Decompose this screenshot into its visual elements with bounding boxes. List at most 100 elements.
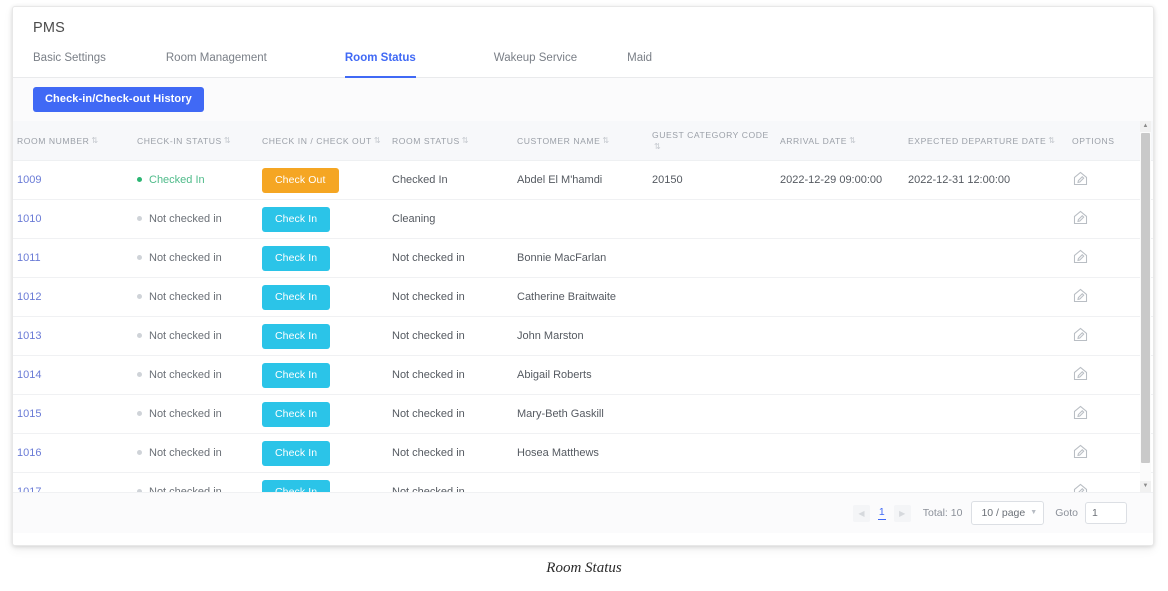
table-row: 1015 Not checked in Check In Not checked in… xyxy=(13,394,1153,434)
tab-label: Maid xyxy=(627,52,653,64)
sort-toggle-icon[interactable]: ⇅ xyxy=(223,136,232,146)
scroll-up-arrow-icon[interactable]: ▲ xyxy=(1140,121,1151,132)
checkin-checkout-history-button[interactable]: Check-in/Check-out History xyxy=(33,87,204,112)
check-in-button[interactable]: Check In xyxy=(262,479,331,492)
room-number-link[interactable]: 1013 xyxy=(17,330,42,342)
home-edit-icon[interactable] xyxy=(1072,365,1089,382)
tab-room-status[interactable]: Room Status xyxy=(344,47,416,78)
tab-active-underline xyxy=(344,76,416,78)
cell-options xyxy=(1068,394,1153,434)
column-header-room-number[interactable]: ROOM NUMBER ⇅ xyxy=(13,121,133,161)
room-number-link[interactable]: 1017 xyxy=(17,486,42,492)
room-number-link[interactable]: 1011 xyxy=(17,252,41,264)
home-edit-icon[interactable] xyxy=(1072,209,1089,226)
sort-toggle-icon[interactable]: ⇅ xyxy=(654,142,662,152)
column-header-inner: CHECK IN / CHECK OUT ⇅ xyxy=(258,135,388,147)
cell-arrival-date xyxy=(776,238,904,278)
table-row: 1011 Not checked in Check In Not checked in… xyxy=(13,238,1153,278)
checkin-status-label: Not checked in xyxy=(149,486,222,492)
column-header-label: ROOM STATUS xyxy=(392,135,460,146)
home-edit-icon[interactable] xyxy=(1072,443,1089,460)
cell-room-number: 1013 xyxy=(13,316,133,356)
cell-checkin-status: Not checked in xyxy=(133,277,258,317)
cell-room-number: 1009 xyxy=(13,160,133,200)
status-dot-icon xyxy=(137,371,142,377)
home-edit-icon[interactable] xyxy=(1072,248,1089,265)
table-header-row: ROOM NUMBER ⇅ CHECK-IN STATUS ⇅ CHECK IN / C… xyxy=(13,121,1153,161)
column-header-room-status[interactable]: ROOM STATUS ⇅ xyxy=(388,121,513,161)
cell-checkin-checkout-action: Check In xyxy=(258,238,388,278)
cell-checkin-status: Not checked in xyxy=(133,394,258,434)
column-header-inner: CHECK-IN STATUS ⇅ xyxy=(133,135,258,147)
status-dot-icon xyxy=(137,254,142,260)
status-dot-icon xyxy=(137,449,142,455)
table-row: 1012 Not checked in Check In Not checked in… xyxy=(13,277,1153,317)
scrollbar-thumb[interactable] xyxy=(1141,133,1150,463)
home-edit-icon[interactable] xyxy=(1072,482,1089,492)
cell-arrival-date xyxy=(776,316,904,356)
pagination-next-button[interactable]: ▶ xyxy=(893,504,911,522)
cell-checkin-status: Not checked in xyxy=(133,472,258,492)
check-in-button[interactable]: Check In xyxy=(262,284,331,310)
checkin-status-label: Not checked in xyxy=(149,447,222,459)
goto-page-input[interactable] xyxy=(1085,502,1127,524)
check-in-button[interactable]: Check In xyxy=(262,440,331,466)
page-size-select[interactable]: 10 / page ▼ xyxy=(971,501,1045,525)
cell-room-status: Not checked in xyxy=(388,472,513,492)
home-edit-icon[interactable] xyxy=(1072,287,1089,304)
sort-toggle-icon[interactable]: ⇅ xyxy=(373,136,382,146)
check-out-button[interactable]: Check Out xyxy=(262,167,339,193)
sort-toggle-icon[interactable]: ⇅ xyxy=(602,136,610,146)
tab-wakeup-service[interactable]: Wakeup Service xyxy=(494,47,577,78)
column-header-options: OPTIONS xyxy=(1068,121,1153,161)
table-row: 1009 Checked In Check Out Checked In Abdel E… xyxy=(13,160,1153,200)
room-number-link[interactable]: 1014 xyxy=(17,369,42,381)
home-edit-icon[interactable] xyxy=(1072,170,1089,187)
cell-guest-category-code xyxy=(648,277,776,317)
pagination-page-1[interactable]: 1 xyxy=(877,506,886,520)
scroll-down-arrow-icon[interactable]: ▼ xyxy=(1140,481,1151,492)
room-status-table-container: ROOM NUMBER ⇅ CHECK-IN STATUS ⇅ CHECK IN / C… xyxy=(13,121,1153,492)
check-in-button[interactable]: Check In xyxy=(262,362,331,388)
table-vertical-scrollbar[interactable]: ▲ ▼ xyxy=(1140,121,1151,492)
tab-basic-settings[interactable]: Basic Settings xyxy=(33,47,106,78)
room-number-link[interactable]: 1012 xyxy=(17,291,42,303)
tab-room-management[interactable]: Room Management xyxy=(166,47,267,78)
column-header-check-in-check-out[interactable]: CHECK IN / CHECK OUT ⇅ xyxy=(258,121,388,161)
cell-room-number: 1016 xyxy=(13,433,133,473)
pagination-total-label: Total: 10 xyxy=(922,507,963,519)
check-in-button[interactable]: Check In xyxy=(262,245,331,271)
column-header-arrival-date[interactable]: ARRIVAL DATE ⇅ xyxy=(776,121,904,161)
cell-checkin-status: Not checked in xyxy=(133,433,258,473)
sort-toggle-icon[interactable]: ⇅ xyxy=(91,136,99,146)
home-edit-icon[interactable] xyxy=(1072,404,1089,421)
column-header-check-in-status[interactable]: CHECK-IN STATUS ⇅ xyxy=(133,121,258,161)
cell-guest-category-code xyxy=(648,472,776,492)
cell-room-number: 1010 xyxy=(13,199,133,239)
pagination-prev-button[interactable]: ◀ xyxy=(852,504,870,522)
room-number-link[interactable]: 1009 xyxy=(17,174,42,186)
check-in-button[interactable]: Check In xyxy=(262,401,331,427)
cell-room-number: 1015 xyxy=(13,394,133,434)
room-number-link[interactable]: 1010 xyxy=(17,213,42,225)
column-header-label: CHECK IN / CHECK OUT xyxy=(262,135,372,146)
column-header-guest-category-code[interactable]: GUEST CATEGORY CODE ⇅ xyxy=(648,121,776,161)
pms-card: PMS Basic Settings Room Management Room St… xyxy=(12,6,1154,546)
status-dot-icon xyxy=(137,176,142,182)
room-number-link[interactable]: 1015 xyxy=(17,408,42,420)
check-in-button[interactable]: Check In xyxy=(262,206,331,232)
column-header-customer-name[interactable]: CUSTOMER NAME ⇅ xyxy=(513,121,648,161)
check-in-button[interactable]: Check In xyxy=(262,323,331,349)
table-row: 1014 Not checked in Check In Not checked in… xyxy=(13,355,1153,395)
checkin-status-label: Not checked in xyxy=(149,369,222,381)
cell-arrival-date xyxy=(776,199,904,239)
column-header-expected-departure-date[interactable]: EXPECTED DEPARTURE DATE ⇅ xyxy=(904,121,1068,161)
sort-toggle-icon[interactable]: ⇅ xyxy=(461,136,470,146)
home-edit-icon[interactable] xyxy=(1072,326,1089,343)
tab-maid[interactable]: Maid xyxy=(627,47,652,78)
cell-customer-name: Abdel El M'hamdi xyxy=(513,160,648,200)
column-header-inner: ROOM NUMBER ⇅ xyxy=(13,135,133,147)
room-number-link[interactable]: 1016 xyxy=(17,447,42,459)
sort-toggle-icon[interactable]: ⇅ xyxy=(1048,136,1056,146)
sort-toggle-icon[interactable]: ⇅ xyxy=(849,136,857,146)
